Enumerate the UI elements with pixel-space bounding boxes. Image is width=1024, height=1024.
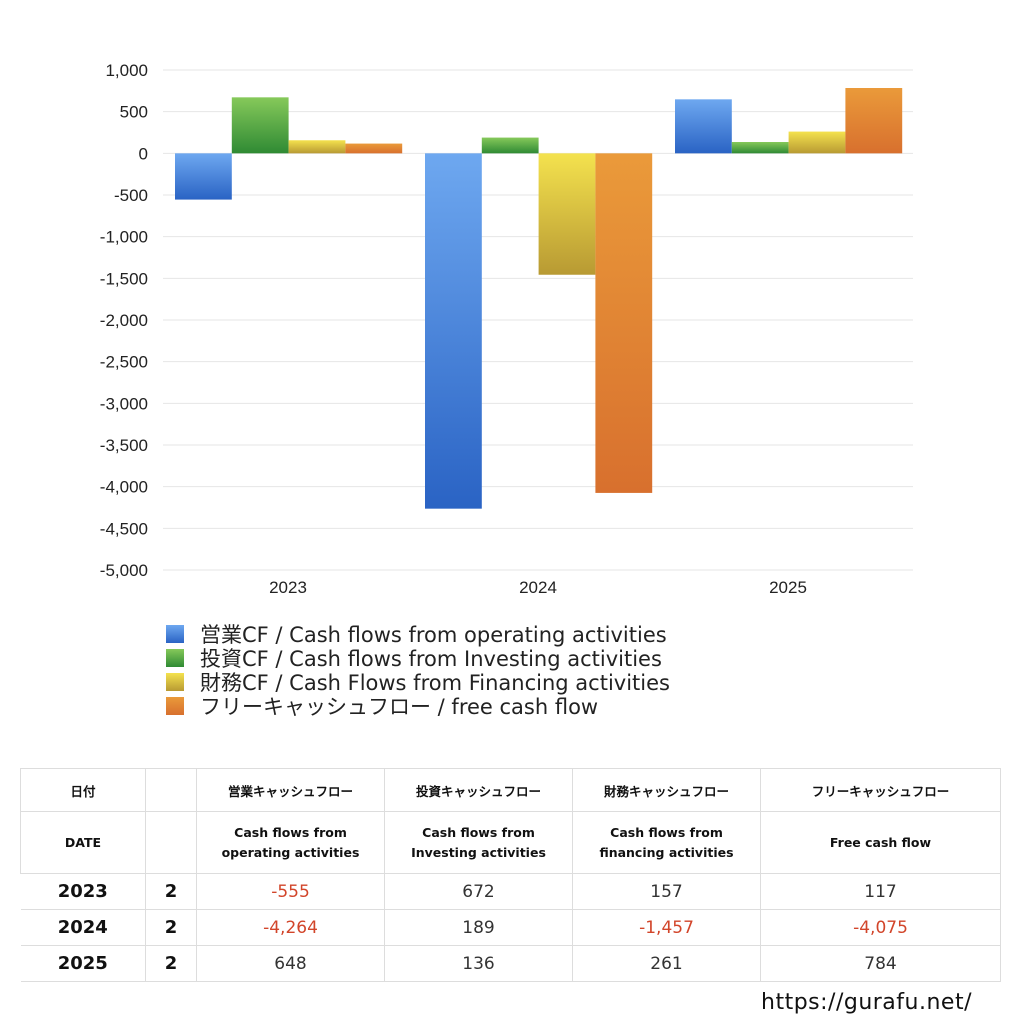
bar-financing-2025 — [788, 131, 846, 154]
header-financing-ja: 財務キャッシュフロー — [572, 768, 761, 812]
legend-label-free: フリーキャッシュフロー / free cash flow — [200, 695, 599, 719]
bar-free-2023 — [345, 143, 403, 154]
cell-count: 2 — [145, 945, 197, 982]
table-row: 2023 2 -555 672 157 117 — [20, 873, 1001, 910]
header-investing-en-line2: Investing activities — [411, 844, 546, 860]
cell-operating: 648 — [196, 945, 385, 982]
header-operating-en-line2: operating activities — [221, 844, 360, 860]
bars — [175, 88, 903, 509]
y-tick-label: 1,000 — [105, 61, 148, 80]
header-date-ja: 日付 — [20, 768, 146, 812]
header-operating-en-line1: Cash flows from — [234, 824, 347, 840]
cell-financing: 157 — [572, 873, 761, 910]
x-tick-label: 2023 — [269, 578, 307, 597]
bar-operating-2025 — [675, 99, 732, 154]
cash-flow-table: 日付 営業キャッシュフロー 投資キャッシュフロー 財務キャッシュフロー フリーキ… — [20, 768, 1001, 982]
cell-year: 2024 — [20, 909, 146, 946]
y-tick-label: -1,500 — [100, 269, 148, 288]
bar-investing-2025 — [731, 142, 789, 154]
cash-flow-chart: 1,000 500 0 -500 -1,000 -1,500 -2,000 -2,500 -3,… — [100, 61, 913, 597]
header-free-ja: フリーキャッシュフロー — [760, 768, 1001, 812]
legend-swatch-investing — [166, 649, 184, 667]
legend-label-financing: 財務CF / Cash Flows from Financing activit… — [200, 671, 670, 695]
x-tick-label: 2025 — [769, 578, 807, 597]
legend-item-investing: 投資CF / Cash flows from Investing activit… — [166, 646, 670, 671]
cell-operating: -4,264 — [196, 909, 385, 946]
header-operating-ja: 営業キャッシュフロー — [196, 768, 385, 812]
header-count-en — [145, 811, 197, 874]
site-url: https://gurafu.net/ — [761, 990, 972, 1015]
legend-item-free: フリーキャッシュフロー / free cash flow — [166, 694, 670, 719]
legend-swatch-operating — [166, 625, 184, 643]
header-financing-en-line1: Cash flows from — [610, 824, 723, 840]
y-tick-label: -2,000 — [100, 311, 148, 330]
y-tick-label: -1,000 — [100, 228, 148, 247]
y-tick-label: -4,500 — [100, 519, 148, 538]
bar-investing-2023 — [231, 97, 289, 154]
y-tick-label: -3,500 — [100, 436, 148, 455]
cell-operating: -555 — [196, 873, 385, 910]
cell-free: 784 — [760, 945, 1001, 982]
y-tick-label: -2,500 — [100, 353, 148, 372]
cell-investing: 672 — [384, 873, 573, 910]
cell-free: -4,075 — [760, 909, 1001, 946]
y-tick-label: 500 — [120, 103, 148, 122]
y-tick-label: -3,000 — [100, 394, 148, 413]
y-axis-ticks: 1,000 500 0 -500 -1,000 -1,500 -2,000 -2,500 -3,… — [100, 61, 148, 580]
cell-free: 117 — [760, 873, 1001, 910]
legend-item-operating: 営業CF / Cash flows from operating activit… — [166, 622, 670, 647]
header-financing-en-line2: financing activities — [599, 844, 734, 860]
legend-swatch-free — [166, 697, 184, 715]
header-investing-ja: 投資キャッシュフロー — [384, 768, 573, 812]
table-row: 2025 2 648 136 261 784 — [20, 945, 1001, 982]
header-investing-en: Cash flows from Investing activities — [384, 811, 573, 874]
header-financing-en: Cash flows from financing activities — [572, 811, 761, 874]
y-tick-label: -5,000 — [100, 561, 148, 580]
legend-swatch-financing — [166, 673, 184, 691]
cell-year: 2023 — [20, 873, 146, 910]
table-row: 2024 2 -4,264 189 -1,457 -4,075 — [20, 909, 1001, 946]
header-free-en: Free cash flow — [760, 811, 1001, 874]
cell-financing: -1,457 — [572, 909, 761, 946]
legend-item-financing: 財務CF / Cash Flows from Financing activit… — [166, 670, 670, 695]
bar-investing-2024 — [481, 137, 539, 154]
x-axis-ticks: 2023 2024 2025 — [269, 578, 807, 597]
cell-investing: 189 — [384, 909, 573, 946]
bar-financing-2023 — [288, 140, 346, 154]
legend: 営業CF / Cash flows from operating activit… — [166, 622, 670, 719]
bar-financing-2024 — [538, 153, 596, 275]
header-operating-en: Cash flows from operating activities — [196, 811, 385, 874]
y-tick-label: 0 — [139, 144, 148, 163]
x-tick-label: 2024 — [519, 578, 557, 597]
cell-year: 2025 — [20, 945, 146, 982]
header-investing-en-line1: Cash flows from — [422, 824, 535, 840]
table-header-row-ja: 日付 営業キャッシュフロー 投資キャッシュフロー 財務キャッシュフロー フリーキ… — [20, 768, 1001, 812]
cell-count: 2 — [145, 909, 197, 946]
bar-operating-2024 — [425, 153, 482, 509]
y-tick-label: -500 — [114, 186, 148, 205]
header-count-ja — [145, 768, 197, 812]
cell-count: 2 — [145, 873, 197, 910]
header-date-en: DATE — [20, 811, 146, 874]
legend-label-investing: 投資CF / Cash flows from Investing activit… — [200, 647, 662, 671]
y-tick-label: -4,000 — [100, 478, 148, 497]
bar-free-2025 — [845, 88, 903, 154]
cell-investing: 136 — [384, 945, 573, 982]
cell-financing: 261 — [572, 945, 761, 982]
bar-operating-2023 — [175, 153, 232, 200]
table-header-row-en: DATE Cash flows from operating activities… — [20, 811, 1001, 874]
bar-free-2024 — [595, 153, 653, 493]
legend-label-operating: 営業CF / Cash flows from operating activit… — [200, 623, 667, 647]
